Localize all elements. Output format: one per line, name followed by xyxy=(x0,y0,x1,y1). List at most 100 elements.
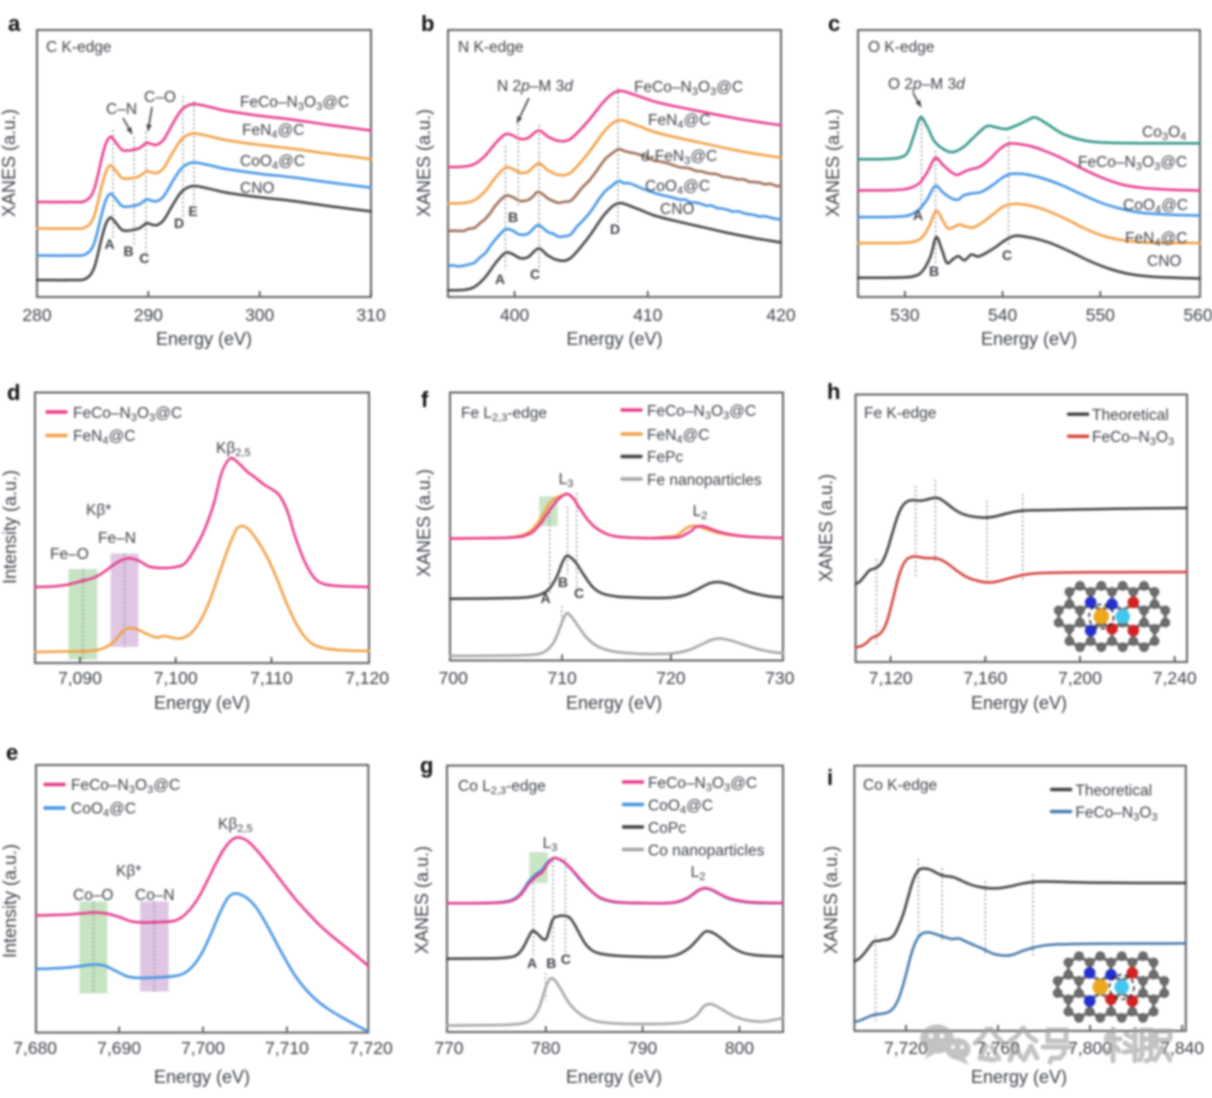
svg-text:XANES (a.u.): XANES (a.u.) xyxy=(823,109,843,217)
svg-text:700: 700 xyxy=(439,668,468,688)
svg-text:Co L2,3-edge: Co L2,3-edge xyxy=(458,778,546,797)
svg-text:Fe L2,3-edge: Fe L2,3-edge xyxy=(461,405,547,424)
svg-text:770: 770 xyxy=(434,1038,463,1058)
svg-text:7,690: 7,690 xyxy=(97,1038,141,1058)
svg-text:790: 790 xyxy=(628,1038,657,1058)
svg-text:Fe–N: Fe–N xyxy=(98,530,136,547)
svg-text:XANES (a.u.): XANES (a.u.) xyxy=(821,846,841,954)
svg-text:720: 720 xyxy=(656,668,685,688)
svg-text:B: B xyxy=(546,955,556,971)
svg-text:C: C xyxy=(574,585,584,601)
svg-text:7,100: 7,100 xyxy=(154,668,198,688)
svg-text:i: i xyxy=(827,765,833,790)
svg-text:Kβ*: Kβ* xyxy=(116,863,141,880)
svg-text:280: 280 xyxy=(22,305,51,325)
svg-text:C: C xyxy=(1002,247,1012,263)
svg-text:O 2p–M 3d: O 2p–M 3d xyxy=(888,76,966,93)
svg-text:g: g xyxy=(420,753,433,778)
svg-text:Theoretical: Theoretical xyxy=(1075,783,1152,800)
svg-text:C: C xyxy=(139,250,149,266)
svg-text:FeN4@C: FeN4@C xyxy=(647,427,709,446)
svg-text:XANES (a.u.): XANES (a.u.) xyxy=(412,846,432,954)
svg-text:CoO4@C: CoO4@C xyxy=(648,798,713,817)
svg-text:A: A xyxy=(104,236,114,252)
svg-text:FePc: FePc xyxy=(647,449,683,466)
svg-text:Energy (eV): Energy (eV) xyxy=(566,1067,662,1087)
svg-text:420: 420 xyxy=(766,305,795,325)
svg-text:Energy (eV): Energy (eV) xyxy=(154,693,250,713)
svg-text:b: b xyxy=(421,11,434,36)
svg-text:C: C xyxy=(530,266,540,282)
svg-text:290: 290 xyxy=(134,305,163,325)
svg-text:Energy (eV): Energy (eV) xyxy=(566,693,662,713)
svg-text:410: 410 xyxy=(633,305,662,325)
svg-text:CNO: CNO xyxy=(660,201,694,218)
svg-text:FeCo–N3O3@C: FeCo–N3O3@C xyxy=(1078,154,1187,173)
svg-text:Kβ*: Kβ* xyxy=(86,502,111,519)
svg-text:XANES (a.u.): XANES (a.u.) xyxy=(414,469,434,577)
svg-text:Co K-edge: Co K-edge xyxy=(863,777,937,794)
svg-text:Theoretical: Theoretical xyxy=(1092,407,1169,424)
svg-text:7,120: 7,120 xyxy=(869,668,913,688)
svg-text:Energy (eV): Energy (eV) xyxy=(971,1067,1067,1087)
svg-text:7,110: 7,110 xyxy=(250,668,293,688)
svg-text:FeCo–N3O3@C: FeCo–N3O3@C xyxy=(648,775,757,794)
svg-text:710: 710 xyxy=(547,668,576,688)
svg-text:h: h xyxy=(827,379,840,404)
svg-text:B: B xyxy=(124,243,134,259)
svg-text:7,720: 7,720 xyxy=(884,1038,928,1058)
svg-text:530: 530 xyxy=(890,305,919,325)
svg-text:540: 540 xyxy=(988,305,1017,325)
svg-text:Energy (eV): Energy (eV) xyxy=(156,329,252,349)
svg-text:FeCo–N3O3@C: FeCo–N3O3@C xyxy=(634,79,743,98)
svg-text:7,160: 7,160 xyxy=(963,668,1007,688)
svg-text:CNO: CNO xyxy=(240,180,274,197)
svg-text:C: C xyxy=(561,951,571,967)
svg-text:400: 400 xyxy=(500,305,529,325)
svg-text:XANES (a.u.): XANES (a.u.) xyxy=(0,109,19,217)
svg-text:B: B xyxy=(558,574,568,590)
svg-text:FeCo–N3O3: FeCo–N3O3 xyxy=(1075,805,1157,824)
svg-text:CoO4@C: CoO4@C xyxy=(240,153,305,172)
svg-text:CoO4@C: CoO4@C xyxy=(645,178,710,197)
svg-text:7,200: 7,200 xyxy=(1058,668,1102,688)
svg-text:7,090: 7,090 xyxy=(58,668,102,688)
svg-text:N 2p–M 3d: N 2p–M 3d xyxy=(497,78,574,95)
svg-text:C–O: C–O xyxy=(144,89,176,106)
svg-text:Co–N: Co–N xyxy=(135,887,175,904)
svg-text:FeCo–N3O3@C: FeCo–N3O3@C xyxy=(647,403,756,422)
svg-text:FeCo–N3O3@C: FeCo–N3O3@C xyxy=(71,777,180,796)
svg-text:780: 780 xyxy=(531,1038,560,1058)
svg-text:Co nanoparticles: Co nanoparticles xyxy=(648,843,765,860)
svg-text:Fe–O: Fe–O xyxy=(50,546,89,563)
svg-text:7,680: 7,680 xyxy=(13,1038,57,1058)
svg-text:d: d xyxy=(7,380,20,405)
svg-text:C K-edge: C K-edge xyxy=(46,39,111,56)
svg-text:A: A xyxy=(913,207,923,223)
svg-text:CoO4@C: CoO4@C xyxy=(71,801,136,820)
svg-text:Energy (eV): Energy (eV) xyxy=(971,693,1067,713)
svg-text:e: e xyxy=(6,740,18,765)
svg-text:A: A xyxy=(540,590,550,606)
svg-text:730: 730 xyxy=(765,668,794,688)
svg-text:Energy (eV): Energy (eV) xyxy=(981,329,1077,349)
svg-text:O K-edge: O K-edge xyxy=(868,39,934,56)
svg-text:Energy (eV): Energy (eV) xyxy=(154,1067,250,1087)
svg-text:7,710: 7,710 xyxy=(265,1038,309,1058)
svg-text:FeCo–N3O3: FeCo–N3O3 xyxy=(1092,429,1174,448)
svg-text:N K-edge: N K-edge xyxy=(458,39,523,56)
svg-text:550: 550 xyxy=(1086,305,1115,325)
svg-text:d-FeN3@C: d-FeN3@C xyxy=(641,148,717,167)
svg-text:FeCo–N3O3@C: FeCo–N3O3@C xyxy=(73,405,182,424)
svg-text:7,800: 7,800 xyxy=(1068,1038,1112,1058)
svg-text:Fe nanoparticles: Fe nanoparticles xyxy=(647,472,762,489)
svg-text:Co3O4: Co3O4 xyxy=(1142,124,1186,143)
svg-text:Intensity (a.u.): Intensity (a.u.) xyxy=(0,844,20,958)
svg-text:560: 560 xyxy=(1183,305,1212,325)
svg-text:E: E xyxy=(188,203,197,219)
svg-text:a: a xyxy=(8,11,21,36)
svg-text:c: c xyxy=(828,11,840,36)
svg-text:Intensity (a.u.): Intensity (a.u.) xyxy=(0,470,20,584)
svg-text:XANES (a.u.): XANES (a.u.) xyxy=(816,474,836,582)
svg-text:7,720: 7,720 xyxy=(349,1038,393,1058)
